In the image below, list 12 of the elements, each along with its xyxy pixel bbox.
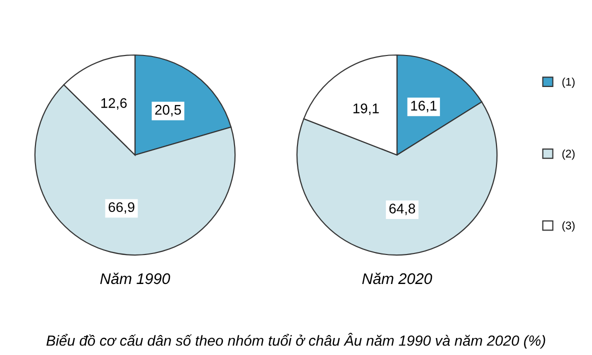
legend-label: (2)	[562, 149, 575, 160]
legend-label: (1)	[562, 78, 575, 88]
data-label: 16,1	[411, 100, 436, 112]
data-label: 66,9	[108, 202, 134, 214]
data-label: 12,6	[101, 98, 127, 110]
data-label: 20,5	[155, 104, 181, 116]
text: Năm 2020	[362, 272, 432, 284]
text: Năm 1990	[100, 272, 170, 284]
text: Biểu đồ cơ cấu dân số theo nhóm tuổi ở châu Âu năm 1990 và năm 2020 (%)	[46, 332, 546, 349]
legend-label: (3)	[562, 221, 575, 232]
data-label: 64,8	[389, 204, 416, 216]
data-label: 19,1	[353, 104, 379, 115]
